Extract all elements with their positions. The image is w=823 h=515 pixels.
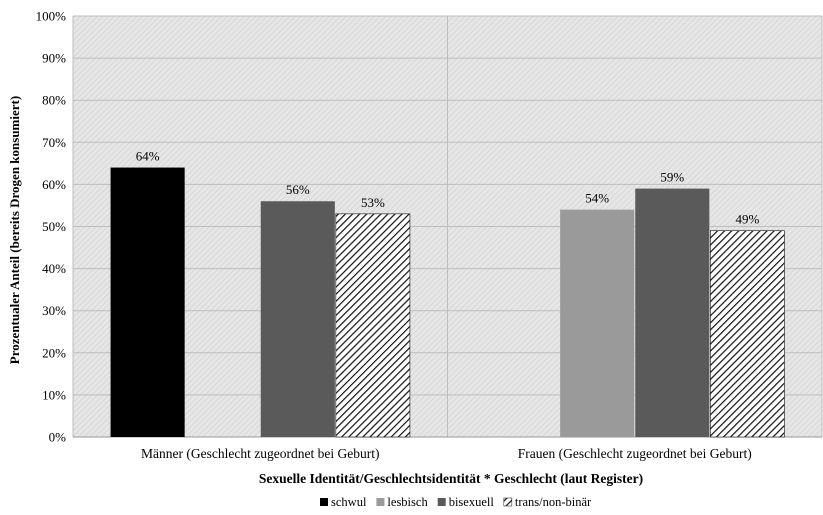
y-tick-label: 20% <box>42 345 66 360</box>
legend-label: lesbisch <box>387 495 428 509</box>
legend: schwul lesbisch bisexuell trans/non-binär <box>320 495 592 509</box>
data-label: 64% <box>136 149 160 164</box>
data-label: 54% <box>585 191 609 206</box>
bars <box>110 167 785 438</box>
y-tick-label: 70% <box>42 135 66 150</box>
legend-label: schwul <box>331 495 367 509</box>
legend-label: bisexuell <box>449 495 495 509</box>
y-tick-label: 50% <box>42 219 66 234</box>
y-tick-label: 80% <box>42 93 66 108</box>
bar-bisexuell <box>260 201 335 437</box>
legend-swatch <box>503 497 513 507</box>
data-label: 49% <box>735 212 759 227</box>
x-axis-label: Sexuelle Identität/Geschlechtsidentität … <box>259 471 643 486</box>
gridlines <box>72 15 823 438</box>
y-tick-label: 90% <box>42 51 66 66</box>
y-axis-label: Prozentualer Anteil (bereits Drogen kons… <box>7 96 22 364</box>
y-tick-label: 30% <box>42 303 66 318</box>
bar-lesbisch <box>560 209 635 437</box>
x-axis-categories: Männer (Geschlecht zugeordnet bei Geburt… <box>141 446 752 461</box>
y-tick-label: 60% <box>42 177 66 192</box>
bar-trans-non-bin-r <box>710 230 785 438</box>
data-label: 59% <box>660 170 684 185</box>
y-tick-label: 0% <box>49 430 67 445</box>
y-axis-ticks: 0% 10% 20% 30% 40% 50% 60% 70% 80% 90% 100% <box>36 9 67 445</box>
legend-swatch <box>376 498 385 506</box>
bar-bisexuell <box>635 188 710 437</box>
data-label: 56% <box>286 182 310 197</box>
bar-schwul <box>110 167 185 437</box>
data-labels: 64% 56% 53% 54% 59% 49% <box>136 149 760 227</box>
y-tick-label: 100% <box>36 9 67 24</box>
y-tick-label: 40% <box>42 261 66 276</box>
y-tick-label: 10% <box>42 387 66 402</box>
x-category-label: Männer (Geschlecht zugeordnet bei Geburt… <box>141 446 379 461</box>
bar-trans-non-bin-r <box>335 213 411 438</box>
legend-swatch <box>437 498 446 506</box>
x-category-label: Frauen (Geschlecht zugeordnet bei Geburt… <box>518 446 752 461</box>
legend-label: trans/non-binär <box>515 495 592 509</box>
legend-swatch <box>320 498 328 506</box>
data-label: 53% <box>361 195 385 210</box>
